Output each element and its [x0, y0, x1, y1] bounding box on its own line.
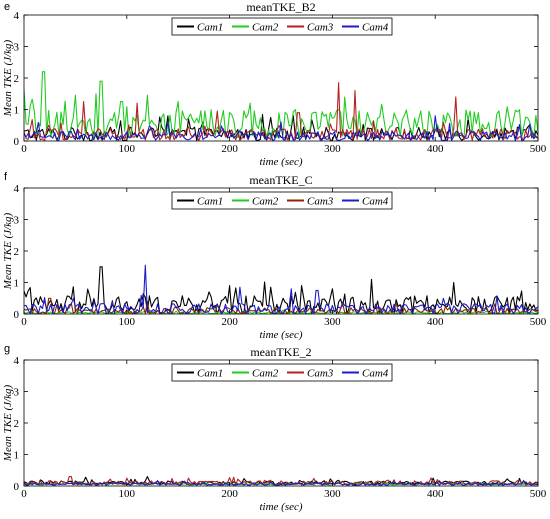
x-axis-label: time (sec): [259, 156, 302, 168]
x-tick-label: 0: [21, 143, 27, 155]
chart-panel-g: g meanTKE_2 0 100 200 300 400 500 0 1 2 3 4 time (sec…: [2, 343, 547, 513]
plot-area: [24, 476, 538, 486]
legend-label-cam3: Cam3: [307, 196, 334, 208]
y-tick-label: 4: [14, 183, 20, 195]
y-tick-label: 4: [14, 10, 20, 22]
series-line-cam4: [24, 115, 538, 141]
x-tick-label: 500: [530, 143, 547, 155]
chart-title: meanTKE_B2: [246, 0, 315, 14]
y-axis-label: Mean TKE (J/kg): [2, 212, 14, 290]
x-tick-label: 400: [427, 143, 444, 155]
legend-label-cam1: Cam1: [197, 368, 223, 380]
y-tick-label: 4: [14, 355, 20, 367]
legend: Cam1 Cam2 Cam3 Cam4: [171, 191, 393, 210]
legend-label-cam4: Cam4: [362, 368, 389, 380]
y-axis-label: Mean TKE (J/kg): [2, 39, 14, 117]
y-tick-label: 3: [14, 215, 20, 227]
x-tick-label: 200: [221, 143, 238, 155]
x-tick-label: 200: [221, 316, 238, 328]
plot-area: [24, 264, 538, 314]
x-axis-label: time (sec): [259, 329, 302, 341]
y-tick-label: 0: [14, 481, 20, 493]
legend-label-cam3: Cam3: [307, 22, 334, 34]
panel-letter: e: [4, 1, 10, 13]
legend-box: [171, 17, 393, 36]
legend: Cam1 Cam2 Cam3 Cam4: [171, 17, 393, 36]
chart-panel-f: f meanTKE_C 0 100 200 300 400 500 0 1 2 3 4 time (sec…: [2, 171, 547, 341]
y-tick-label: 0: [14, 309, 20, 321]
chart-title: meanTKE_C: [249, 173, 312, 187]
x-tick-label: 0: [21, 488, 27, 500]
x-tick-label: 100: [119, 143, 136, 155]
y-tick-label: 1: [14, 105, 20, 117]
series-line-cam3: [24, 476, 538, 486]
legend-label-cam3: Cam3: [307, 368, 334, 380]
series-line-cam2: [24, 71, 538, 139]
legend-box: [171, 363, 393, 382]
legend-box: [171, 191, 393, 210]
chart-panel-e: e meanTKE_B2 0 100 200 300 400 500 0 1 2 3 4 time (se…: [2, 0, 547, 168]
legend-label-cam4: Cam4: [362, 196, 389, 208]
series-line-cam1: [24, 476, 538, 486]
panel-letter: g: [4, 343, 10, 355]
legend-label-cam2: Cam2: [252, 368, 279, 380]
y-tick-label: 2: [14, 418, 20, 430]
y-tick-label: 1: [14, 278, 20, 290]
series-line-cam4: [24, 264, 538, 314]
y-axis-label: Mean TKE (J/kg): [2, 384, 14, 462]
x-tick-label: 300: [324, 488, 341, 500]
legend-label-cam1: Cam1: [197, 22, 223, 34]
y-tick-label: 3: [14, 42, 20, 54]
series-line-cam3: [24, 82, 538, 141]
legend-label-cam2: Cam2: [252, 196, 279, 208]
x-tick-label: 200: [221, 488, 238, 500]
y-tick-label: 1: [14, 450, 20, 462]
y-tick-label: 0: [14, 136, 20, 148]
x-tick-label: 400: [427, 316, 444, 328]
x-tick-label: 300: [324, 143, 341, 155]
y-tick-label: 3: [14, 387, 20, 399]
legend: Cam1 Cam2 Cam3 Cam4: [171, 363, 393, 382]
x-tick-label: 300: [324, 316, 341, 328]
plot-area: [24, 71, 538, 141]
x-tick-label: 400: [427, 488, 444, 500]
x-tick-label: 500: [530, 316, 547, 328]
x-tick-label: 0: [21, 316, 27, 328]
x-tick-label: 500: [530, 488, 547, 500]
x-tick-label: 100: [119, 316, 136, 328]
series-line-cam4: [24, 479, 538, 486]
series-line-cam3: [24, 297, 538, 314]
x-axis-label: time (sec): [259, 501, 302, 513]
y-tick-label: 2: [14, 246, 20, 258]
panel-letter: f: [4, 171, 8, 183]
chart-title: meanTKE_2: [250, 345, 311, 359]
legend-label-cam1: Cam1: [197, 196, 223, 208]
y-tick-label: 2: [14, 73, 20, 85]
legend-label-cam2: Cam2: [252, 22, 279, 34]
legend-label-cam4: Cam4: [362, 22, 389, 34]
x-tick-label: 100: [119, 488, 136, 500]
